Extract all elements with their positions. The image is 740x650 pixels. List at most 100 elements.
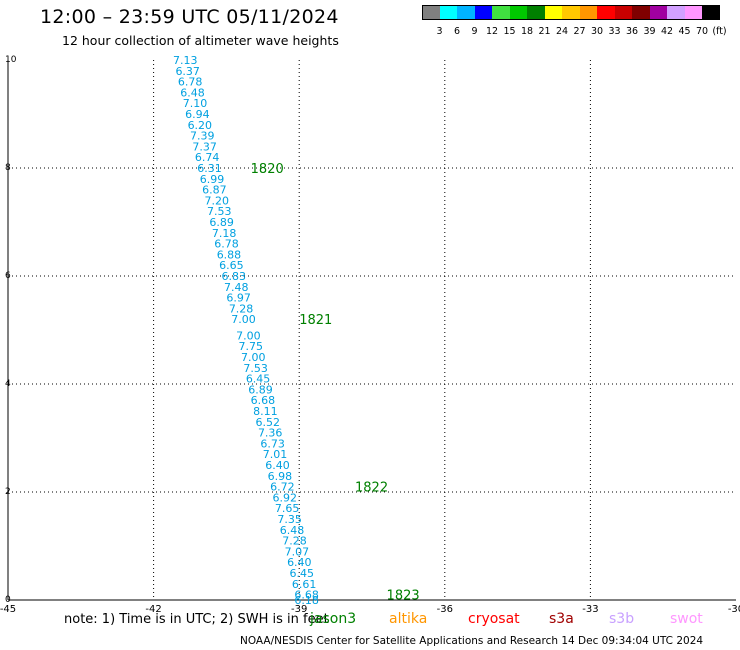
wave-height-label: 7.20 (205, 194, 230, 207)
wave-height-label: 6.89 (248, 383, 272, 396)
satellite-label-s3a: s3a (549, 611, 574, 627)
wave-height-label: 6.40 (265, 459, 290, 472)
colorbar-tick-label: 45 (678, 26, 691, 37)
colorbar-swatch (509, 5, 527, 20)
colorbar-swatch (492, 5, 510, 20)
time-label: 1822 (355, 481, 388, 496)
colorbar-unit: (ft) (712, 26, 727, 37)
wave-height-label: 6.98 (268, 470, 293, 483)
wave-height-label: 7.10 (183, 97, 208, 110)
wave-height-label: 6.78 (214, 238, 239, 251)
y-tick-label: 8 (5, 163, 11, 173)
page-title: 12:00 – 23:59 UTC 05/11/2024 (40, 6, 339, 28)
x-tick-label: -45 (0, 604, 16, 615)
colorbar-tick-label: 27 (573, 26, 586, 37)
y-tick-label: 4 (5, 379, 11, 389)
wave-height-label: 6.31 (197, 162, 222, 175)
colorbar-swatch (439, 5, 457, 20)
colorbar-tick-label: 42 (660, 26, 674, 37)
wave-height-label: 6.40 (287, 556, 312, 569)
colorbar-swatch (474, 5, 492, 20)
y-tick-label: 0 (5, 595, 11, 605)
wave-height-label: 7.00 (231, 313, 256, 326)
time-label: 1821 (299, 313, 332, 328)
colorbar-swatch (614, 5, 632, 20)
time-label: 1820 (251, 162, 284, 177)
colorbar-tick-label: 9 (471, 26, 478, 37)
x-tick-label: -30 (728, 604, 740, 615)
wave-height-label: 7.28 (282, 535, 307, 548)
wave-height-label: 6.65 (219, 259, 244, 272)
colorbar-swatch (632, 5, 650, 20)
colorbar-tick-label: 18 (520, 26, 534, 37)
wave-height-label: 6.74 (195, 151, 220, 164)
wave-height-label: 6.68 (294, 589, 319, 602)
wave-height-label: 7.00 (236, 329, 261, 342)
satellite-label-swot: swot (670, 611, 703, 627)
wave-height-label: 6.83 (222, 270, 247, 283)
satellite-label-jason3: jason3 (310, 611, 357, 627)
colorbar-tick-label: 12 (485, 26, 499, 37)
wave-height-label: 7.75 (239, 340, 263, 353)
footer-credit: NOAA/NESDIS Center for Satellite Applica… (240, 635, 704, 647)
colorbar-swatch (544, 5, 562, 20)
x-tick-label: -36 (437, 604, 453, 615)
wave-height-label: 6.89 (209, 216, 234, 229)
wave-height-label: 7.53 (207, 205, 232, 218)
x-tick-label: -39 (291, 604, 307, 615)
wave-height-label: 7.36 (258, 427, 283, 440)
y-tick-label: 2 (5, 487, 11, 497)
wave-height-label: 7.00 (241, 351, 266, 364)
note-text: note: 1) Time is in UTC; 2) SWH is in fe… (64, 612, 329, 627)
wave-height-label: 7.28 (229, 302, 254, 315)
satellite-label-s3b: s3b (609, 611, 635, 627)
colorbar-tick-label: 6 (453, 26, 461, 37)
x-tick-label: -42 (145, 604, 161, 615)
colorbar-tick-label: 21 (538, 26, 551, 37)
wave-height-label: 6.97 (226, 292, 251, 305)
page-subtitle: 12 hour collection of altimeter wave hei… (62, 33, 339, 48)
colorbar-tick-label: 70 (695, 26, 709, 37)
wave-height-label: 6.88 (217, 248, 242, 261)
wave-height-label: 6.48 (280, 524, 305, 537)
wave-height-label: 6.94 (185, 108, 210, 121)
wave-height-label: 6.78 (178, 76, 203, 89)
colorbar-swatch (597, 5, 615, 20)
y-tick-label: 6 (5, 271, 11, 281)
colorbar-swatch (562, 5, 580, 20)
colorbar-tick-label: 30 (590, 26, 604, 37)
satellite-label-altika: altika (389, 611, 428, 627)
wave-height-label: 6.61 (292, 578, 317, 591)
y-tick-label: 10 (5, 55, 17, 65)
wave-height-label: 7.07 (285, 545, 310, 558)
satellite-label-cryosat: cryosat (468, 611, 520, 627)
colorbar-tick-label: 39 (643, 26, 656, 37)
colorbar-swatch (422, 5, 440, 20)
wave-height-label: 7.53 (243, 362, 267, 375)
wave-height-label: 7.39 (190, 130, 215, 143)
wave-height-label: 6.72 (270, 481, 295, 494)
colorbar-tick-label: 24 (555, 26, 569, 37)
wave-height-label: 6.48 (180, 86, 205, 99)
wave-height-label: 6.87 (202, 184, 227, 197)
wave-height-label: 6.20 (188, 119, 213, 132)
colorbar-swatch (684, 5, 702, 20)
x-tick-label: -33 (582, 604, 598, 615)
colorbar-tick-label: 15 (503, 26, 516, 37)
colorbar-swatch (702, 5, 720, 20)
wave-height-label: 7.37 (192, 140, 217, 153)
wave-height-label: 7.48 (224, 281, 249, 294)
wave-height-label: 6.68 (251, 394, 276, 407)
colorbar-tick-label: 33 (608, 26, 621, 37)
wave-height-label: 6.52 (256, 416, 281, 429)
wave-height-label: 6.45 (246, 373, 271, 386)
colorbar-swatch (457, 5, 475, 20)
colorbar-swatch (649, 5, 667, 20)
wave-height-label: 7.65 (275, 502, 300, 515)
time-label: 1823 (387, 589, 420, 604)
colorbar-tick-label: 3 (436, 26, 443, 37)
wave-height-label: 7.35 (277, 513, 302, 526)
wave-height-label: 6.92 (273, 491, 298, 504)
colorbar-swatch (527, 5, 545, 20)
